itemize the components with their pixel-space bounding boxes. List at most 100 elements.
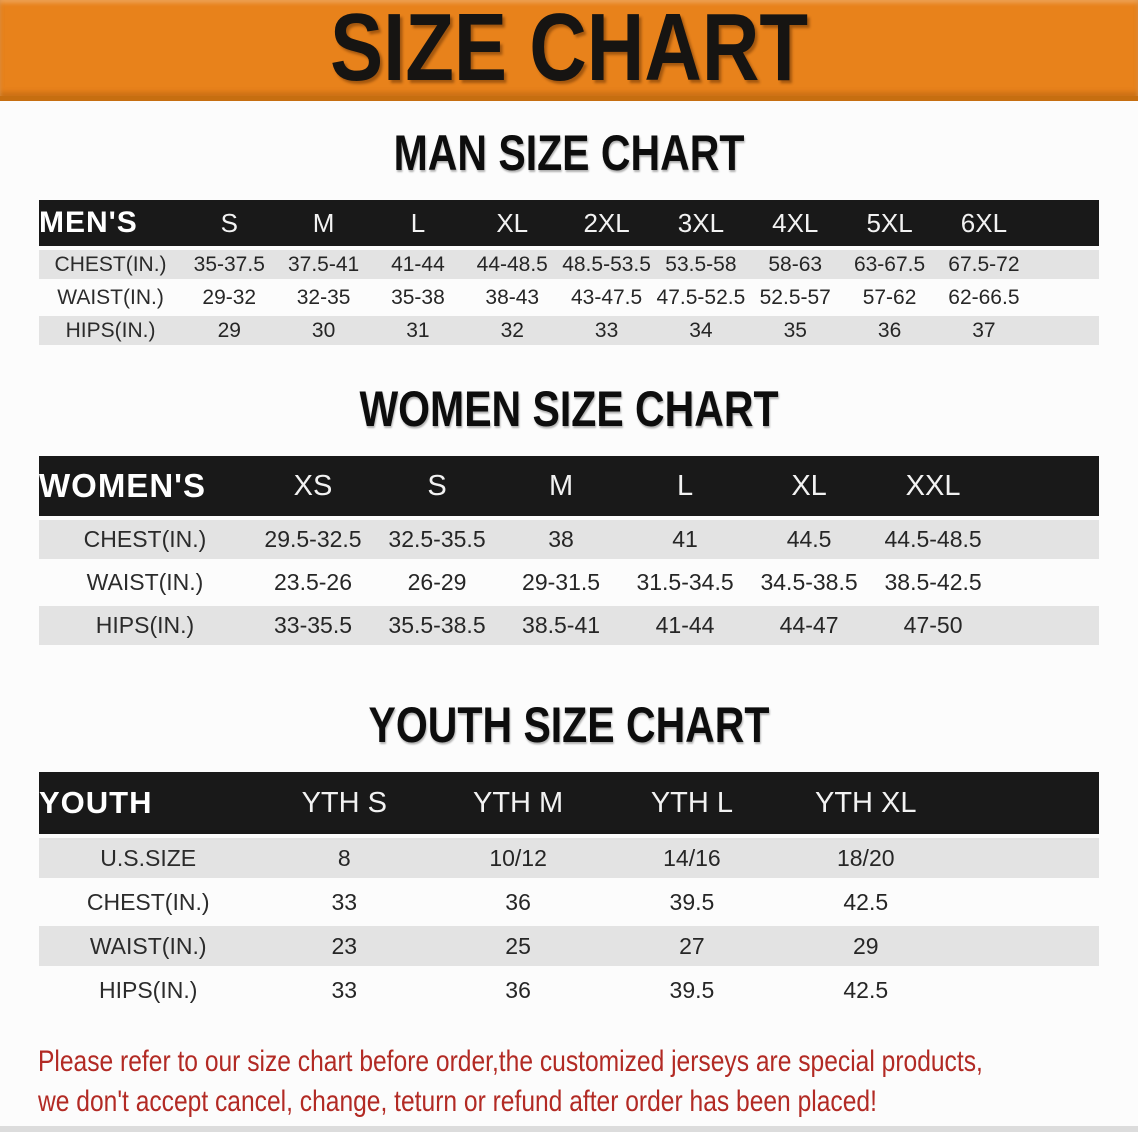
value-cell: 35.5-38.5 — [375, 604, 500, 649]
men-section-heading: MAN SIZE CHART — [393, 125, 745, 181]
value-cell: 35 — [748, 314, 843, 349]
bottom-edge-strip — [0, 1126, 1138, 1132]
value-cell: 44.5-48.5 — [871, 518, 996, 563]
value-cell: 62-66.5 — [936, 281, 1032, 316]
header-filler — [1031, 200, 1099, 250]
value-cell: 18/20 — [778, 836, 953, 882]
value-cell: 33-35.5 — [251, 604, 376, 649]
value-cell: 29-32 — [182, 281, 277, 316]
value-cell: 29 — [778, 924, 953, 970]
row-label: HIPS(IN.) — [39, 604, 251, 649]
men-size-header: M — [276, 200, 371, 250]
value-cell: 35-37.5 — [182, 248, 277, 283]
row-filler — [952, 836, 1099, 882]
youth-hips-row: HIPS(IN.) 33 36 39.5 42.5 — [39, 968, 1099, 1014]
row-filler — [1031, 314, 1099, 349]
row-label: CHEST(IN.) — [39, 880, 258, 926]
row-label: U.S.SIZE — [39, 836, 258, 882]
youth-size-header: YTH M — [431, 772, 606, 838]
value-cell: 30 — [276, 314, 371, 349]
value-cell: 32.5-35.5 — [375, 518, 500, 563]
value-cell: 33 — [257, 880, 432, 926]
value-cell: 39.5 — [605, 880, 779, 926]
disclaimer-line-2: we don't accept cancel, change, teturn o… — [38, 1085, 877, 1118]
value-cell: 57-62 — [842, 281, 937, 316]
value-cell: 39.5 — [605, 968, 779, 1014]
row-label: WAIST(IN.) — [39, 561, 251, 606]
banner-title: SIZE CHART — [329, 0, 809, 101]
row-filler — [1031, 281, 1099, 316]
value-cell: 47.5-52.5 — [653, 281, 749, 316]
value-cell: 38-43 — [465, 281, 560, 316]
youth-chest-row: CHEST(IN.) 33 36 39.5 42.5 — [39, 880, 1099, 926]
row-label: WAIST(IN.) — [39, 281, 183, 316]
value-cell: 47-50 — [871, 604, 996, 649]
men-chest-row: CHEST(IN.) 35-37.5 37.5-41 41-44 44-48.5… — [39, 248, 1099, 283]
value-cell: 32-35 — [276, 281, 371, 316]
women-header-row: WOMEN'S XS S M L XL XXL — [39, 456, 1099, 520]
men-size-header: 6XL — [936, 200, 1032, 250]
value-cell: 36 — [842, 314, 937, 349]
value-cell: 44.5 — [747, 518, 872, 563]
women-size-header: XL — [747, 456, 872, 520]
women-hips-row: HIPS(IN.) 33-35.5 35.5-38.5 38.5-41 41-4… — [39, 604, 1099, 649]
value-cell: 29 — [182, 314, 277, 349]
women-size-header: L — [623, 456, 748, 520]
header-filler — [952, 772, 1099, 838]
value-cell: 53.5-58 — [653, 248, 749, 283]
value-cell: 34 — [653, 314, 749, 349]
value-cell: 42.5 — [778, 880, 953, 926]
row-label: HIPS(IN.) — [39, 314, 183, 349]
value-cell: 41-44 — [370, 248, 466, 283]
value-cell: 38.5-42.5 — [871, 561, 996, 606]
value-cell: 10/12 — [431, 836, 606, 882]
value-cell: 38.5-41 — [499, 604, 624, 649]
men-size-table: MEN'S S M L XL 2XL 3XL 4XL 5XL 6XL CHEST… — [39, 200, 1099, 349]
banner: SIZE CHART — [0, 0, 1138, 101]
row-filler — [995, 518, 1099, 563]
value-cell: 41-44 — [623, 604, 748, 649]
youth-waist-row: WAIST(IN.) 23 25 27 29 — [39, 924, 1099, 970]
value-cell: 33 — [559, 314, 654, 349]
row-label: WAIST(IN.) — [39, 924, 258, 970]
row-label: HIPS(IN.) — [39, 968, 258, 1014]
value-cell: 29-31.5 — [499, 561, 624, 606]
value-cell: 58-63 — [748, 248, 843, 283]
value-cell: 44-47 — [747, 604, 872, 649]
value-cell: 38 — [499, 518, 624, 563]
value-cell: 44-48.5 — [465, 248, 560, 283]
youth-corner-label: YOUTH — [39, 772, 258, 838]
row-filler — [952, 880, 1099, 926]
value-cell: 23.5-26 — [251, 561, 376, 606]
men-size-header: 3XL — [653, 200, 749, 250]
header-filler — [995, 456, 1099, 520]
value-cell: 31 — [370, 314, 466, 349]
row-label: CHEST(IN.) — [39, 248, 183, 283]
value-cell: 31.5-34.5 — [623, 561, 748, 606]
row-label: CHEST(IN.) — [39, 518, 251, 563]
value-cell: 48.5-53.5 — [559, 248, 654, 283]
women-waist-row: WAIST(IN.) 23.5-26 26-29 29-31.5 31.5-34… — [39, 561, 1099, 606]
row-filler — [995, 604, 1099, 649]
value-cell: 36 — [431, 968, 606, 1014]
disclaimer: Please refer to our size chart before or… — [38, 1042, 1138, 1122]
value-cell: 63-67.5 — [842, 248, 937, 283]
value-cell: 26-29 — [375, 561, 500, 606]
men-size-header: 5XL — [842, 200, 937, 250]
men-header-row: MEN'S S M L XL 2XL 3XL 4XL 5XL 6XL — [39, 200, 1099, 250]
men-size-header: 4XL — [748, 200, 843, 250]
men-size-header: 2XL — [559, 200, 654, 250]
value-cell: 34.5-38.5 — [747, 561, 872, 606]
men-size-header: S — [182, 200, 277, 250]
men-corner-label: MEN'S — [39, 200, 183, 250]
men-hips-row: HIPS(IN.) 29 30 31 32 33 34 35 36 37 — [39, 314, 1099, 349]
men-size-header: XL — [465, 200, 560, 250]
value-cell: 23 — [257, 924, 432, 970]
youth-section-heading: YOUTH SIZE CHART — [368, 697, 770, 753]
women-size-table: WOMEN'S XS S M L XL XXL CHEST(IN.) 29.5-… — [39, 456, 1099, 649]
value-cell: 32 — [465, 314, 560, 349]
disclaimer-line-1: Please refer to our size chart before or… — [38, 1045, 983, 1078]
youth-size-header: YTH L — [605, 772, 779, 838]
value-cell: 35-38 — [370, 281, 466, 316]
